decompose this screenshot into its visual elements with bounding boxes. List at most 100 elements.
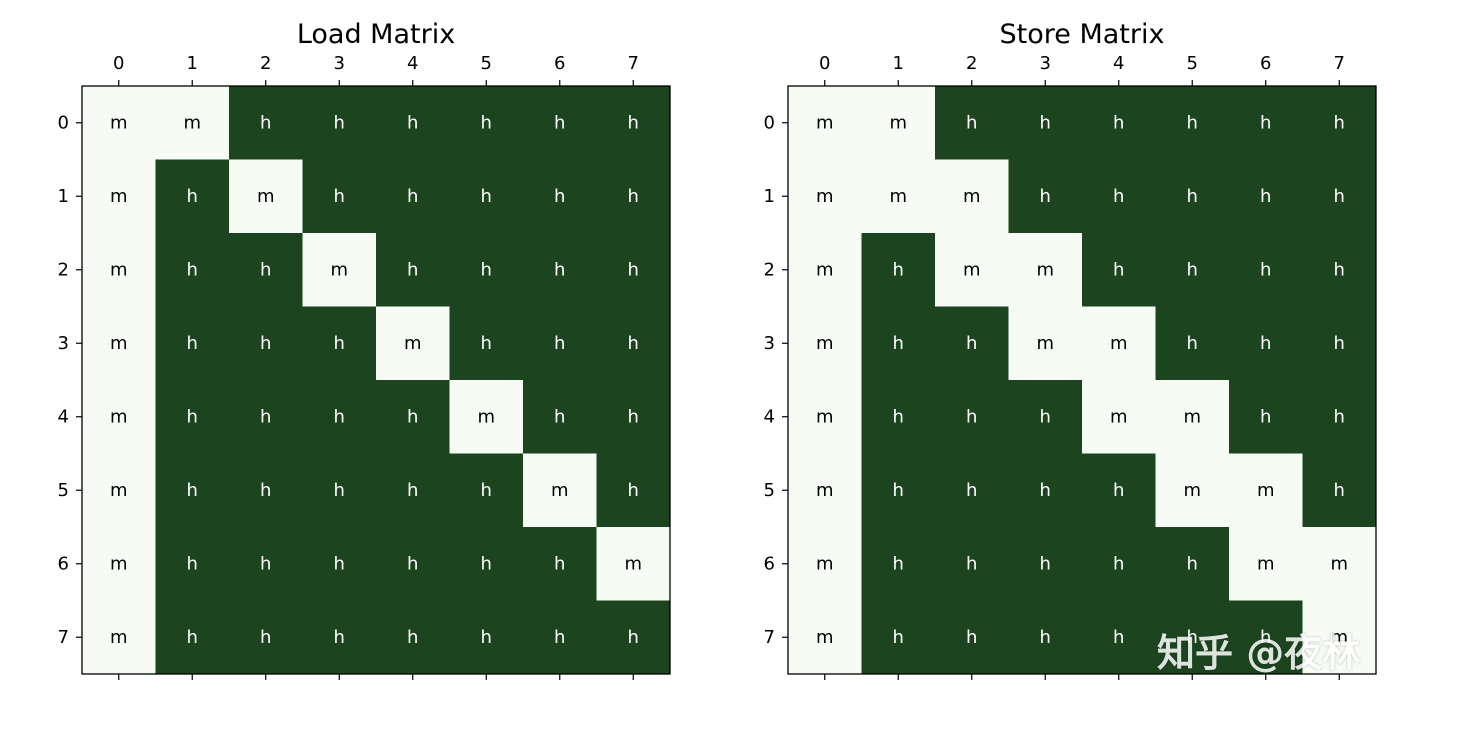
store-matrix-cell-0-2 — [935, 86, 1009, 160]
load-matrix-cell-label-7-4: h — [407, 627, 418, 648]
load-matrix-cell-7-2 — [229, 600, 303, 675]
load-matrix-cell-label-1-3: h — [334, 186, 345, 207]
store-matrix-cell-label-7-5: h — [1187, 627, 1198, 648]
load-matrix-cell-label-4-3: h — [334, 406, 345, 427]
store-matrix-cell-5-6 — [1229, 453, 1303, 528]
load-matrix-cell-label-5-6: m — [551, 480, 569, 501]
store-matrix-cell-7-4 — [1082, 600, 1156, 675]
watermark-text: 知乎 @夜林 — [1157, 631, 1361, 675]
load-matrix-cell-2-0 — [82, 233, 156, 307]
load-matrix-cell-label-7-1: h — [187, 627, 198, 648]
load-matrix-cell-5-1 — [155, 453, 230, 528]
load-matrix-cell-label-4-2: h — [260, 406, 271, 427]
load-matrix-cell-6-0 — [82, 527, 156, 601]
load-matrix-cell-1-7 — [596, 159, 671, 234]
load-matrix-cell-4-7 — [596, 380, 671, 454]
load-matrix-cell-label-2-2: h — [260, 259, 271, 280]
load-matrix-cell-label-4-4: h — [407, 406, 418, 427]
store-matrix-cell-label-0-2: h — [966, 112, 977, 133]
store-matrix-cell-5-7 — [1302, 453, 1377, 528]
load-matrix-y-tick-label-2: 2 — [58, 259, 69, 280]
load-matrix-cell-4-5 — [449, 380, 524, 454]
store-matrix-cell-1-2 — [935, 159, 1009, 234]
load-matrix-cell-label-1-4: h — [407, 186, 418, 207]
store-matrix-cell-label-5-7: h — [1334, 480, 1345, 501]
load-matrix-cell-7-0 — [82, 600, 156, 675]
load-matrix-cell-label-2-6: h — [554, 259, 565, 280]
load-matrix-x-tick-label-0: 0 — [113, 53, 124, 74]
store-matrix-cell-3-7 — [1302, 306, 1377, 381]
load-matrix-cell-7-1 — [155, 600, 230, 675]
store-matrix-x-tick-label-6: 6 — [1260, 53, 1271, 74]
store-matrix-cell-5-2 — [935, 453, 1009, 528]
load-matrix-cell-4-0 — [82, 380, 156, 454]
store-matrix-cell-1-6 — [1229, 159, 1303, 234]
load-matrix-y-tick-label-7: 7 — [58, 627, 69, 648]
load-matrix-cell-4-1 — [155, 380, 230, 454]
store-matrix-x-tick-label-3: 3 — [1040, 53, 1051, 74]
store-matrix-x-tick-label-1: 1 — [893, 53, 904, 74]
store-matrix-cell-4-7 — [1302, 380, 1377, 454]
load-matrix-cell-5-4 — [376, 453, 450, 528]
load-matrix-cell-7-3 — [302, 600, 377, 675]
store-matrix-cell-5-4 — [1082, 453, 1156, 528]
load-matrix-cell-label-6-7: m — [624, 553, 642, 574]
store-matrix-cell-3-4 — [1082, 306, 1156, 381]
store-matrix-cell-3-5 — [1155, 306, 1230, 381]
load-matrix-cell-label-1-0: m — [110, 186, 128, 207]
load-matrix-cell-0-7 — [596, 86, 671, 160]
load-matrix-x-tick-label-5: 5 — [481, 53, 492, 74]
load-matrix-cell-4-3 — [302, 380, 377, 454]
load-matrix-cell-1-5 — [449, 159, 524, 234]
load-matrix-cell-label-3-1: h — [187, 333, 198, 354]
store-matrix-axes-frame — [787, 85, 1377, 675]
load-matrix-cell-2-4 — [376, 233, 450, 307]
store-matrix-cell-label-3-3: m — [1036, 333, 1054, 354]
store-matrix-cell-3-3 — [1008, 306, 1083, 381]
load-matrix-cell-label-0-6: h — [554, 112, 565, 133]
store-matrix-cell-0-0 — [788, 86, 862, 160]
store-matrix-cell-label-7-1: h — [893, 627, 904, 648]
store-matrix-cell-2-0 — [788, 233, 862, 307]
load-matrix-cell-label-6-0: m — [110, 553, 128, 574]
load-matrix-cell-label-5-2: h — [260, 480, 271, 501]
load-matrix-cell-0-4 — [376, 86, 450, 160]
store-matrix-cell-label-7-0: m — [816, 627, 834, 648]
load-matrix-cell-7-5 — [449, 600, 524, 675]
load-matrix-cell-7-4 — [376, 600, 450, 675]
load-matrix-cell-4-6 — [523, 380, 597, 454]
load-matrix-cell-label-5-1: h — [187, 480, 198, 501]
store-matrix-cell-label-4-4: m — [1110, 406, 1128, 427]
store-matrix-cell-label-2-2: m — [963, 259, 981, 280]
store-matrix-cell-label-4-6: h — [1260, 406, 1271, 427]
load-matrix-cell-1-4 — [376, 159, 450, 234]
load-matrix-cell-label-7-2: h — [260, 627, 271, 648]
load-matrix-cell-label-6-1: h — [187, 553, 198, 574]
load-matrix-cell-label-5-7: h — [628, 480, 639, 501]
store-matrix-cell-4-5 — [1155, 380, 1230, 454]
store-matrix-cell-6-1 — [861, 527, 936, 601]
store-matrix-cell-label-4-7: h — [1334, 406, 1345, 427]
load-matrix-cell-5-2 — [229, 453, 303, 528]
store-matrix-cell-7-5 — [1155, 600, 1230, 675]
load-matrix-cell-6-2 — [229, 527, 303, 601]
load-matrix-title: Load Matrix — [297, 19, 455, 50]
store-matrix-y-tick-label-2: 2 — [764, 259, 775, 280]
store-matrix-cell-label-2-7: h — [1334, 259, 1345, 280]
store-matrix-cell-1-4 — [1082, 159, 1156, 234]
store-matrix-cell-label-6-1: h — [893, 553, 904, 574]
store-matrix-cell-label-1-1: m — [889, 186, 907, 207]
store-matrix-cell-label-1-0: m — [816, 186, 834, 207]
load-matrix-cell-2-7 — [596, 233, 671, 307]
load-matrix-cell-label-5-5: h — [481, 480, 492, 501]
store-matrix-cell-label-7-2: h — [966, 627, 977, 648]
store-matrix-x-tick-label-4: 4 — [1113, 53, 1124, 74]
store-matrix-cell-label-4-2: h — [966, 406, 977, 427]
load-matrix-cell-6-5 — [449, 527, 524, 601]
store-matrix-cell-2-7 — [1302, 233, 1377, 307]
load-matrix-cell-2-2 — [229, 233, 303, 307]
load-matrix-cell-label-2-1: h — [187, 259, 198, 280]
store-matrix-cell-label-7-3: h — [1040, 627, 1051, 648]
load-matrix-cell-1-6 — [523, 159, 597, 234]
load-matrix-cell-label-2-7: h — [628, 259, 639, 280]
